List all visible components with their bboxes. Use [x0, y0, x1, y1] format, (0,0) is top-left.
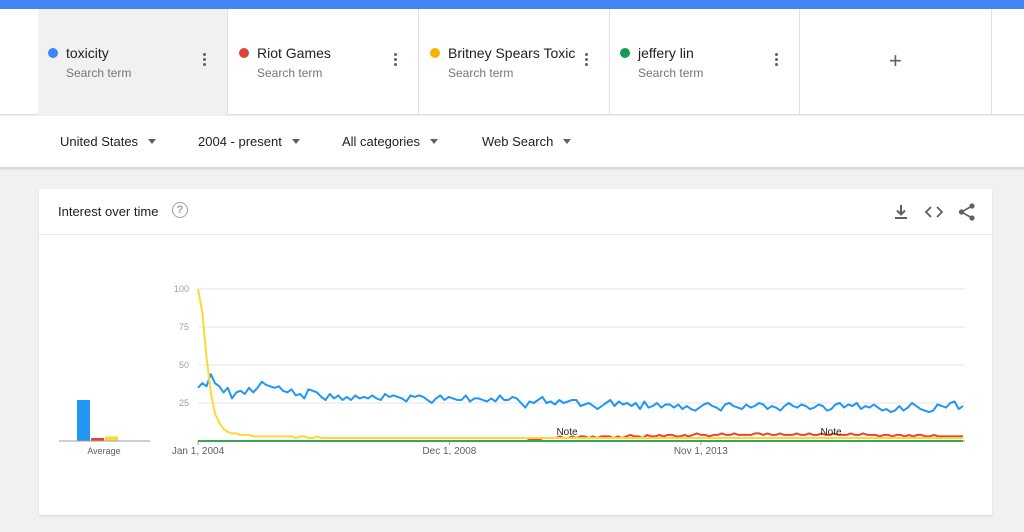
- region-dropdown[interactable]: United States: [60, 134, 157, 149]
- plus-icon: +: [889, 48, 902, 73]
- term-type: Search term: [66, 66, 132, 80]
- filters-bar: United States 2004 - present All categor…: [0, 116, 1024, 168]
- average-label: Average: [87, 446, 120, 456]
- note-marker: Note: [556, 427, 578, 438]
- search-type-dropdown[interactable]: Web Search: [482, 134, 572, 149]
- dropdown-arrow-icon: [148, 139, 157, 144]
- x-tick-label: Nov 1, 2013: [674, 446, 728, 457]
- more-vert-icon[interactable]: [773, 53, 779, 69]
- y-tick-label: 100: [174, 284, 189, 294]
- term-color-dot: [430, 48, 440, 58]
- series-line-toxicity: [197, 373, 964, 414]
- share-icon[interactable]: [957, 202, 977, 222]
- category-dropdown[interactable]: All categories: [342, 134, 439, 149]
- term-card-toxicity[interactable]: toxicity Search term: [38, 9, 228, 115]
- category-label: All categories: [342, 134, 421, 149]
- term-type: Search term: [448, 66, 514, 80]
- dropdown-arrow-icon: [291, 139, 300, 144]
- add-comparison-button[interactable]: +: [801, 9, 992, 115]
- term-name[interactable]: jeffery lin: [638, 45, 694, 61]
- interest-over-time-card: Interest over time ? 100 75 50 25 Jan 1, 200…: [39, 189, 992, 515]
- time-range-label: 2004 - present: [198, 134, 282, 149]
- term-name[interactable]: Riot Games: [257, 45, 331, 61]
- term-color-dot: [239, 48, 249, 58]
- term-card-riot-games[interactable]: Riot Games Search term: [229, 9, 419, 115]
- dropdown-arrow-icon: [430, 139, 439, 144]
- term-card-britney-spears-toxic[interactable]: Britney Spears Toxic Search term: [420, 9, 610, 115]
- term-type: Search term: [638, 66, 704, 80]
- search-type-label: Web Search: [482, 134, 554, 149]
- x-tick-label: Dec 1, 2008: [422, 446, 476, 457]
- y-tick-label: 25: [179, 398, 189, 408]
- region-label: United States: [60, 134, 139, 149]
- more-vert-icon[interactable]: [583, 53, 589, 69]
- card-title: Interest over time: [58, 204, 159, 219]
- term-color-dot: [620, 48, 630, 58]
- more-vert-icon[interactable]: [392, 53, 398, 69]
- embed-icon[interactable]: [924, 202, 944, 222]
- average-bar: [105, 436, 118, 441]
- download-icon[interactable]: [891, 202, 911, 222]
- average-bar: [77, 399, 90, 441]
- term-type: Search term: [257, 66, 323, 80]
- term-name[interactable]: toxicity: [66, 45, 109, 61]
- interest-chart: 100 75 50 25 Jan 1, 2004 Dec 1, 2008 Nov 1, 20…: [59, 284, 965, 457]
- series-line-britney-spears-toxic: [197, 288, 963, 439]
- y-tick-label: 50: [179, 360, 189, 370]
- term-name[interactable]: Britney Spears Toxic: [448, 45, 576, 61]
- more-vert-icon[interactable]: [201, 53, 207, 69]
- term-color-dot: [48, 48, 58, 58]
- time-range-dropdown[interactable]: 2004 - present: [198, 134, 300, 149]
- card-header: Interest over time ?: [39, 189, 992, 235]
- dropdown-arrow-icon: [563, 139, 572, 144]
- x-tick-label: Jan 1, 2004: [172, 446, 225, 457]
- term-card-jeffery-lin[interactable]: jeffery lin Search term: [610, 9, 800, 115]
- average-bar: [91, 437, 104, 441]
- top-accent-bar: [0, 0, 1024, 9]
- note-marker: Note: [820, 427, 842, 438]
- search-terms-bar: toxicity Search term Riot Games Search t…: [0, 9, 1024, 115]
- y-tick-label: 75: [179, 322, 189, 332]
- help-icon[interactable]: ?: [172, 202, 188, 218]
